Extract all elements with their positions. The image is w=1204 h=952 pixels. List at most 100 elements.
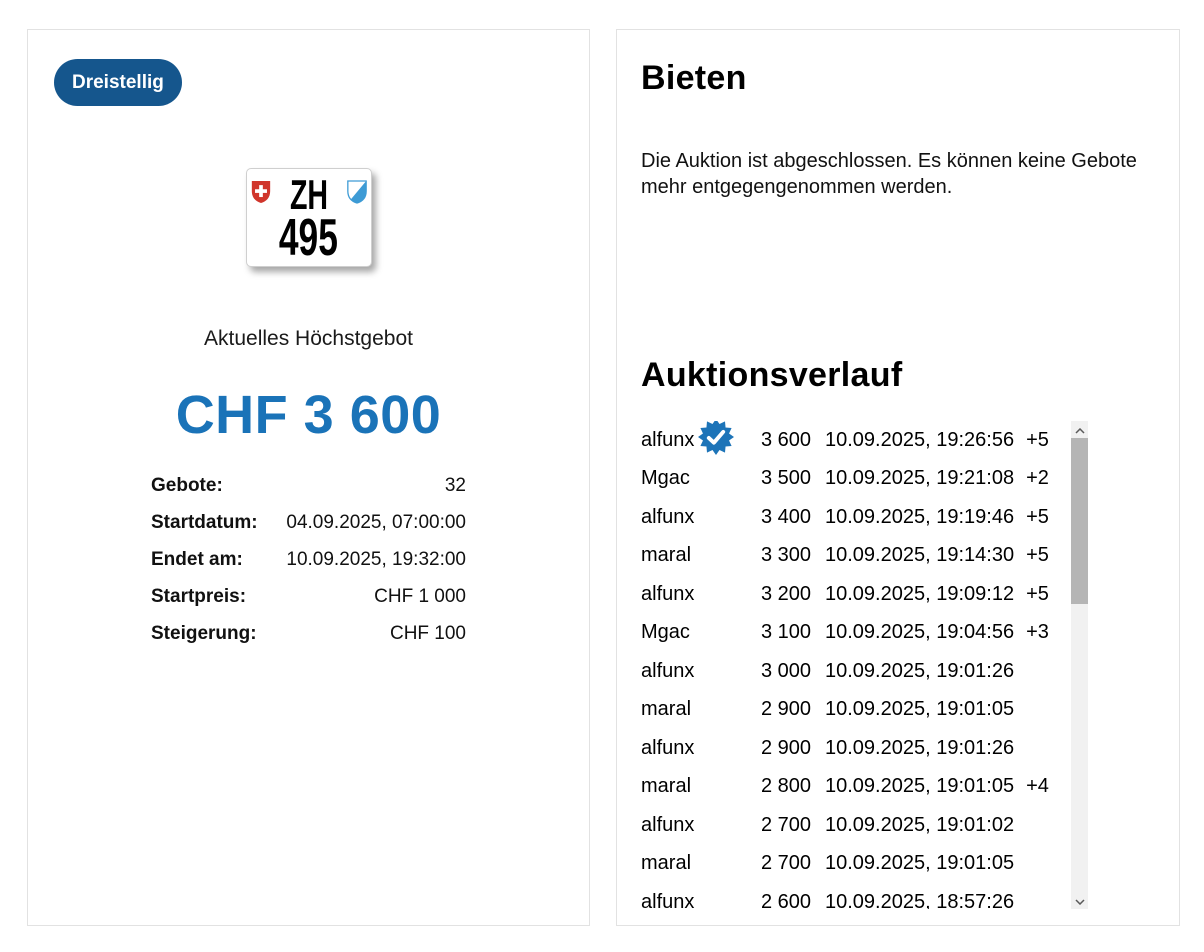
bid-amount: 2 900	[760, 698, 811, 721]
bid-list: alfunx 3 600 10.09.2025, 19:26:56 +5 Mga…	[641, 421, 1071, 909]
chevron-down-icon	[1074, 892, 1085, 910]
detail-label: Startdatum:	[151, 512, 258, 533]
plate-number: 495	[278, 208, 338, 267]
bid-row: alfunx 2 700 10.09.2025, 19:01:02	[641, 806, 1071, 845]
bid-timestamp: 10.09.2025, 19:01:26	[825, 659, 1015, 682]
history-title: Auktionsverlauf	[641, 356, 903, 394]
bid-row: alfunx 2 900 10.09.2025, 19:01:26	[641, 729, 1071, 768]
bid-increment: +5	[1026, 582, 1049, 605]
bid-timestamp: 10.09.2025, 19:19:46	[825, 505, 1015, 528]
bidder-name: alfunx	[641, 737, 740, 760]
license-plate-container: ZH 495	[28, 168, 589, 267]
bidder-name-text: maral	[641, 852, 692, 875]
bidder-name-text: alfunx	[641, 813, 695, 836]
bidder-name: alfunx	[641, 583, 740, 606]
bid-row: Mgac 3 100 10.09.2025, 19:04:56 +3	[641, 614, 1071, 653]
bid-increment: +5	[1026, 505, 1049, 528]
bid-timestamp: 10.09.2025, 19:01:05	[825, 775, 1015, 798]
bid-amount: 3 500	[760, 467, 811, 490]
bidder-name-text: maral	[641, 544, 692, 567]
bidder-name-text: alfunx	[641, 659, 695, 682]
plate-top-row: ZH	[250, 170, 368, 218]
bidder-name: Mgac	[641, 621, 740, 644]
detail-label: Steigerung:	[151, 623, 257, 644]
bid-row: alfunx 3 600 10.09.2025, 19:26:56 +5	[641, 421, 1071, 460]
detail-row: Gebote: 32	[151, 475, 466, 512]
detail-label: Endet am:	[151, 549, 243, 570]
bid-timestamp: 10.09.2025, 19:09:12	[825, 582, 1015, 605]
bidder-name-text: Mgac	[641, 467, 690, 490]
bid-increment: +2	[1026, 467, 1049, 490]
bid-row: alfunx 3 400 10.09.2025, 19:19:46 +5	[641, 498, 1071, 537]
bidder-name: maral	[641, 852, 740, 875]
bid-increment: +5	[1026, 428, 1049, 451]
bidding-title: Bieten	[641, 59, 747, 97]
bid-amount: 3 400	[760, 505, 811, 528]
bidder-name: alfunx	[641, 814, 740, 837]
bid-timestamp: 10.09.2025, 19:14:30	[825, 544, 1015, 567]
bidder-name: alfunx	[641, 891, 740, 909]
detail-label: Startpreis:	[151, 586, 247, 607]
chevron-up-icon	[1074, 421, 1085, 439]
bidder-name: alfunx	[641, 506, 740, 529]
detail-value: 10.09.2025, 19:32:00	[286, 549, 466, 570]
bidder-name-text: Mgac	[641, 621, 690, 644]
bidder-name: maral	[641, 544, 740, 567]
auction-detail-panel: Dreistellig ZH	[27, 29, 590, 926]
bid-row: maral 2 800 10.09.2025, 19:01:05 +4	[641, 768, 1071, 807]
bid-amount: 3 000	[760, 659, 811, 682]
detail-row: Steigerung: CHF 100	[151, 623, 466, 660]
bid-timestamp: 10.09.2025, 19:01:05	[825, 852, 1015, 875]
detail-row: Startpreis: CHF 1 000	[151, 586, 466, 623]
bidder-name-text: maral	[641, 775, 692, 798]
bid-amount: 3 100	[760, 621, 811, 644]
bid-timestamp: 10.09.2025, 19:26:56	[825, 428, 1015, 451]
history-scrollbar[interactable]	[1071, 421, 1088, 909]
bid-row: Mgac 3 500 10.09.2025, 19:21:08 +2	[641, 460, 1071, 499]
bid-amount: 3 300	[760, 544, 811, 567]
bid-row: maral 2 900 10.09.2025, 19:01:05	[641, 691, 1071, 730]
bidder-name-text: maral	[641, 698, 692, 721]
auction-details: Gebote: 32 Startdatum: 04.09.2025, 07:00…	[151, 475, 466, 660]
bid-row: alfunx 3 200 10.09.2025, 19:09:12 +5	[641, 575, 1071, 614]
bid-amount: 2 600	[760, 890, 811, 909]
bid-row: alfunx 2 600 10.09.2025, 18:57:26	[641, 883, 1071, 909]
bid-timestamp: 10.09.2025, 19:01:05	[825, 698, 1015, 721]
detail-row: Startdatum: 04.09.2025, 07:00:00	[151, 512, 466, 549]
bidding-panel: Bieten Die Auktion ist abgeschlossen. Es…	[616, 29, 1180, 926]
scroll-up-button[interactable]	[1071, 421, 1088, 438]
bid-amount: 3 200	[760, 582, 811, 605]
bid-row: alfunx 3 000 10.09.2025, 19:01:26	[641, 652, 1071, 691]
detail-label: Gebote:	[151, 475, 223, 496]
bid-timestamp: 10.09.2025, 19:01:26	[825, 736, 1015, 759]
bid-increment: +5	[1026, 544, 1049, 567]
plate-canton-code: ZH	[289, 170, 328, 218]
bidder-name: maral	[641, 698, 740, 721]
detail-row: Endet am: 10.09.2025, 19:32:00	[151, 549, 466, 586]
detail-value: CHF 100	[389, 623, 466, 644]
bidder-name: alfunx	[641, 660, 740, 683]
bidder-name-text: alfunx	[641, 582, 695, 605]
auction-closed-message: Die Auktion ist abgeschlossen. Es können…	[641, 150, 1137, 198]
bidder-name-text: alfunx	[641, 505, 695, 528]
detail-value: 32	[444, 475, 466, 496]
category-badge: Dreistellig	[54, 59, 182, 106]
detail-value: 04.09.2025, 07:00:00	[286, 512, 466, 533]
bidder-name: alfunx	[641, 421, 740, 461]
bid-timestamp: 10.09.2025, 18:57:26	[825, 890, 1015, 909]
bid-row: maral 2 700 10.09.2025, 19:01:05	[641, 845, 1071, 884]
license-plate: ZH 495	[245, 168, 372, 267]
bid-amount: 3 600	[760, 428, 811, 451]
bid-amount: 2 700	[760, 852, 811, 875]
bid-timestamp: 10.09.2025, 19:01:02	[825, 813, 1015, 836]
bid-amount: 2 700	[760, 813, 811, 836]
verified-badge-icon	[698, 421, 735, 461]
bidder-name: maral	[641, 775, 740, 798]
bid-amount: 2 900	[760, 736, 811, 759]
bid-increment: +3	[1026, 621, 1049, 644]
scroll-down-button[interactable]	[1071, 892, 1088, 909]
bidder-name-text: alfunx	[641, 736, 695, 759]
highest-bid-label: Aktuelles Höchstgebot	[204, 327, 413, 350]
bid-row: maral 3 300 10.09.2025, 19:14:30 +5	[641, 537, 1071, 576]
scrollbar-thumb[interactable]	[1071, 438, 1088, 604]
